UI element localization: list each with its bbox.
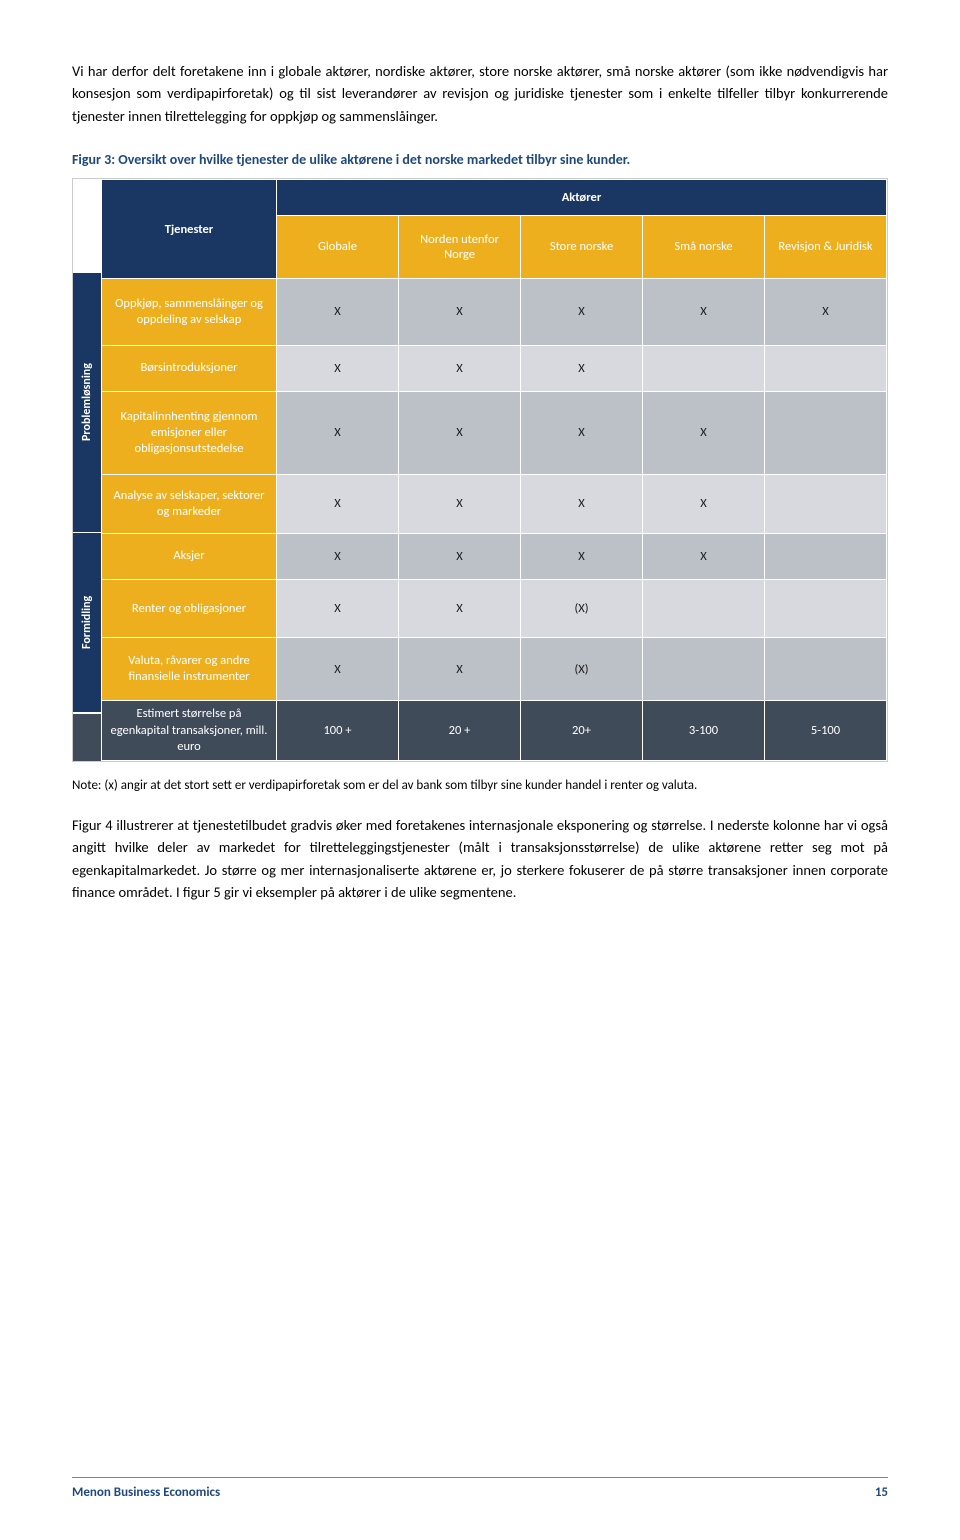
est-cell: 20 +	[399, 700, 521, 760]
cell: X	[399, 533, 521, 579]
cell: X	[643, 533, 765, 579]
services-table: Problemløsning Formidling Tjenester Aktø…	[72, 178, 888, 762]
table-row: Analyse av selskaper, sektorer og marked…	[102, 475, 887, 534]
cell	[765, 638, 887, 701]
cell: X	[399, 345, 521, 391]
cell: X	[399, 579, 521, 638]
cell: X	[643, 278, 765, 345]
cell: X	[765, 278, 887, 345]
row-label: Valuta, råvarer og andre finansielle ins…	[102, 638, 277, 701]
row-label: Analyse av selskaper, sektorer og marked…	[102, 475, 277, 534]
side-bottom-fill	[73, 713, 101, 761]
est-label: Estimert størrelse på egenkapital transa…	[102, 700, 277, 760]
body-paragraph: Figur 4 illustrerer at tjenestetilbudet …	[72, 814, 888, 904]
col-norden: Norden utenfor Norge	[399, 215, 521, 278]
cell: X	[521, 278, 643, 345]
footer-divider	[72, 1477, 888, 1478]
cell: X	[521, 475, 643, 534]
intro-paragraph: Vi har derfor delt foretakene inn i glob…	[72, 60, 888, 127]
table-row: Kapitalinnhenting gjennom emisjoner elle…	[102, 391, 887, 475]
row-label: Kapitalinnhenting gjennom emisjoner elle…	[102, 391, 277, 475]
cell: X	[277, 579, 399, 638]
side-spacer	[73, 179, 101, 273]
side-label-problem: Problemløsning	[73, 273, 101, 533]
est-cell: 100 +	[277, 700, 399, 760]
cell: X	[643, 391, 765, 475]
table-row: Aksjer X X X X	[102, 533, 887, 579]
table-est-row: Estimert størrelse på egenkapital transa…	[102, 700, 887, 760]
table-body: Tjenester Aktører Globale Norden utenfor…	[101, 179, 887, 761]
cell: X	[521, 345, 643, 391]
table-row: Børsintroduksjoner X X X	[102, 345, 887, 391]
cell	[643, 345, 765, 391]
row-label: Børsintroduksjoner	[102, 345, 277, 391]
est-cell: 20+	[521, 700, 643, 760]
table-row: Oppkjøp, sammenslåinger og oppdeling av …	[102, 278, 887, 345]
figure-caption: Figur 3: Oversikt over hvilke tjenester …	[72, 151, 888, 168]
table-note: Note: (x) angir at det stort sett er ver…	[72, 776, 888, 796]
cell: X	[399, 391, 521, 475]
cell: X	[521, 533, 643, 579]
row-label: Renter og obligasjoner	[102, 579, 277, 638]
page-number: 15	[875, 1485, 888, 1500]
cell: X	[643, 475, 765, 534]
row-label: Oppkjøp, sammenslåinger og oppdeling av …	[102, 278, 277, 345]
footer-publisher: Menon Business Economics	[72, 1485, 220, 1500]
row-label: Aksjer	[102, 533, 277, 579]
cell: X	[399, 638, 521, 701]
header-aktorer: Aktører	[277, 180, 887, 216]
table-row: Valuta, råvarer og andre finansielle ins…	[102, 638, 887, 701]
cell	[765, 391, 887, 475]
col-globale: Globale	[277, 215, 399, 278]
col-sma: Små norske	[643, 215, 765, 278]
cell	[643, 638, 765, 701]
cell: (X)	[521, 638, 643, 701]
est-cell: 3-100	[643, 700, 765, 760]
cell	[643, 579, 765, 638]
table-row: Renter og obligasjoner X X (X)	[102, 579, 887, 638]
cell	[765, 475, 887, 534]
cell: X	[277, 278, 399, 345]
cell: X	[277, 475, 399, 534]
cell: X	[399, 475, 521, 534]
cell	[765, 579, 887, 638]
est-cell: 5-100	[765, 700, 887, 760]
cell	[765, 533, 887, 579]
header-tjenester: Tjenester	[102, 180, 277, 278]
cell: X	[399, 278, 521, 345]
side-label-formidling: Formidling	[73, 533, 101, 713]
cell: (X)	[521, 579, 643, 638]
col-store: Store norske	[521, 215, 643, 278]
cell: X	[277, 345, 399, 391]
table-header-row-1: Tjenester Aktører	[102, 180, 887, 216]
cell: X	[277, 533, 399, 579]
cell: X	[277, 391, 399, 475]
cell: X	[521, 391, 643, 475]
page-footer: Menon Business Economics 15	[72, 1485, 888, 1500]
col-revisjon: Revisjon & Juridisk	[765, 215, 887, 278]
cell	[765, 345, 887, 391]
cell: X	[277, 638, 399, 701]
table-side-labels: Problemløsning Formidling	[73, 179, 101, 761]
